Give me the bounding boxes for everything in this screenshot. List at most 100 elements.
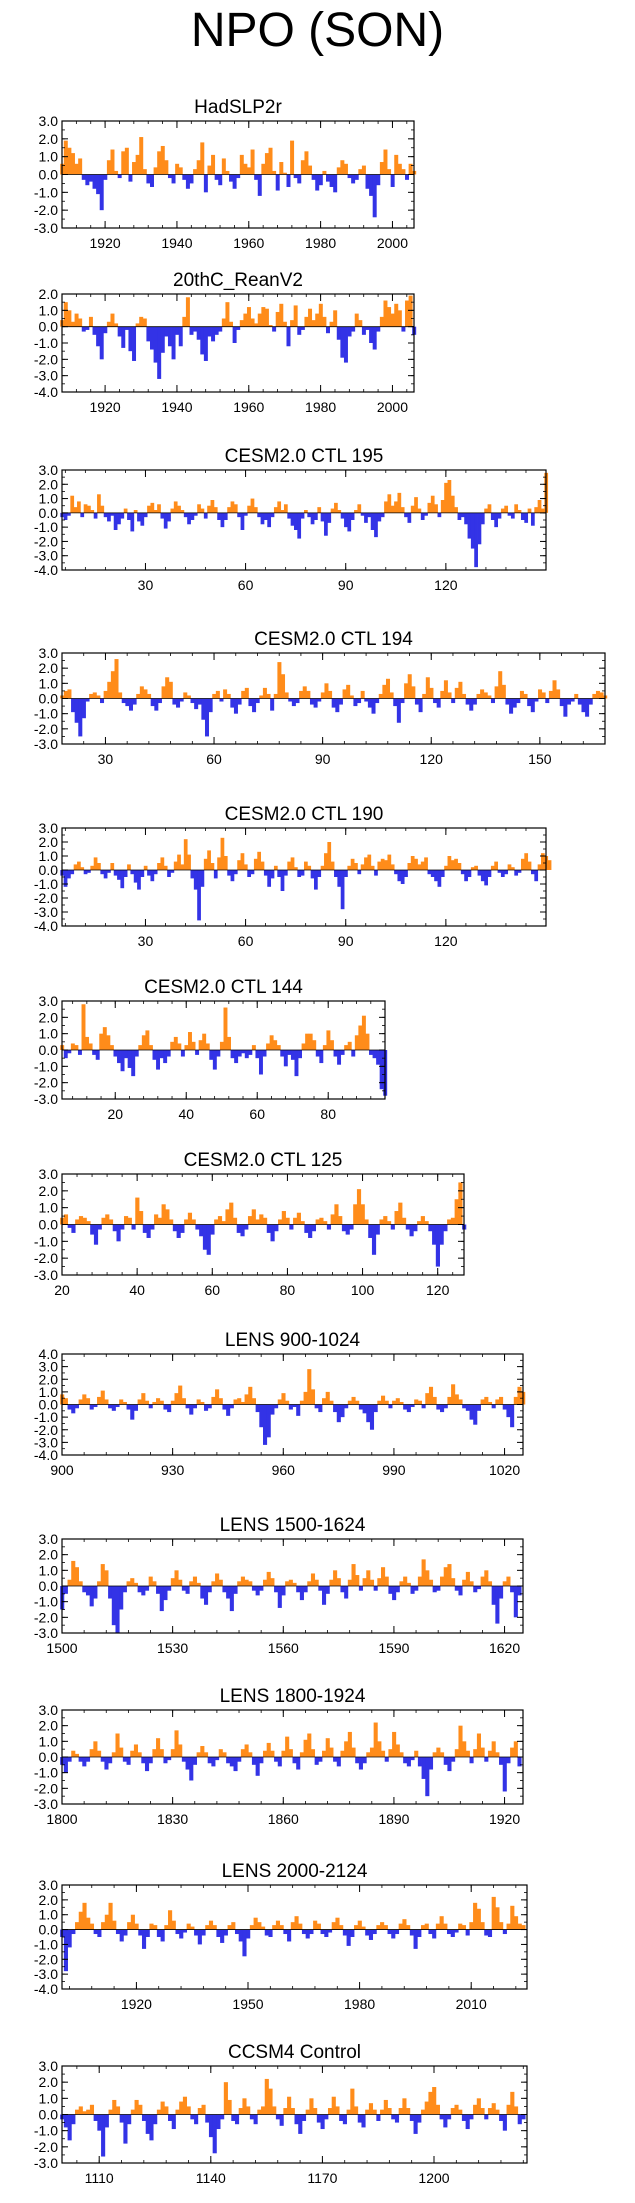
positive-bar: [74, 1045, 79, 1050]
negative-bar: [128, 698, 133, 711]
negative-bar: [262, 1050, 267, 1057]
negative-bar: [125, 698, 130, 707]
negative-bar: [403, 1757, 408, 1764]
y-tick-label: -3.0: [34, 548, 58, 564]
positive-bar: [239, 320, 244, 327]
negative-bar: [334, 870, 338, 877]
negative-bar: [93, 1586, 98, 1599]
negative-bar: [67, 512, 71, 516]
y-tick-label: 0.0: [39, 505, 59, 521]
x-tick-label: 90: [338, 933, 354, 949]
positive-bar: [78, 158, 83, 175]
positive-bar: [67, 310, 72, 327]
negative-bar: [370, 512, 375, 530]
positive-bar: [170, 1400, 175, 1405]
positive-bar: [335, 2106, 340, 2115]
negative-bar: [310, 512, 315, 525]
positive-bar: [279, 1925, 284, 1930]
y-tick-label: 2.0: [39, 131, 59, 147]
negative-bar: [193, 870, 198, 890]
page-title: NPO (SON): [190, 4, 445, 57]
y-tick-label: 0.0: [39, 1397, 59, 1413]
negative-bar: [447, 1929, 452, 1935]
positive-bar: [227, 507, 231, 513]
positive-bar: [78, 1911, 83, 1930]
positive-bar: [347, 1731, 352, 1757]
negative-bar: [296, 1404, 301, 1416]
positive-bar: [340, 160, 345, 175]
positive-bar: [188, 1032, 192, 1050]
positive-bar: [143, 865, 148, 870]
positive-bar: [331, 1922, 336, 1930]
negative-bar: [300, 512, 305, 519]
positive-bar: [476, 693, 481, 699]
negative-bar: [305, 1929, 310, 1939]
plot-frame: [61, 1884, 528, 1990]
negative-bar: [112, 1224, 117, 1232]
positive-bar: [88, 316, 93, 327]
negative-bar: [93, 1404, 98, 1408]
positive-bar: [104, 1570, 109, 1586]
negative-bar: [195, 1224, 200, 1230]
positive-bar: [376, 1925, 381, 1930]
negative-bar: [160, 512, 165, 519]
negative-bar: [63, 2114, 68, 2128]
positive-bar: [269, 1035, 274, 1050]
positive-bar: [428, 2091, 433, 2115]
negative-bar: [116, 1224, 121, 1242]
y-tick-label: 1.0: [39, 1733, 59, 1749]
positive-bar: [381, 1395, 386, 1405]
positive-bar: [435, 2104, 440, 2115]
negative-bar: [247, 870, 251, 877]
negative-bar: [190, 512, 195, 520]
positive-bar: [402, 1217, 407, 1225]
positive-bar: [417, 1400, 422, 1405]
positive-bar: [212, 693, 217, 699]
positive-bar: [67, 1579, 72, 1586]
negative-bar: [433, 698, 438, 704]
negative-bar: [351, 174, 356, 184]
positive-bar: [406, 1582, 411, 1586]
negative-bar: [279, 2114, 284, 2126]
negative-bar: [179, 1929, 184, 1939]
positive-bar: [334, 1204, 339, 1225]
negative-bar: [413, 2114, 418, 2134]
positive-bar: [307, 1733, 312, 1757]
positive-bar: [78, 1399, 83, 1405]
negative-bar: [200, 870, 205, 887]
negative-bar: [193, 512, 198, 516]
negative-bar: [117, 870, 121, 880]
negative-bar: [311, 1224, 316, 1232]
positive-bar: [75, 2109, 80, 2115]
positive-bar: [290, 1922, 295, 1930]
positive-bar: [86, 1221, 91, 1225]
negative-bar: [439, 2114, 444, 2120]
positive-bar: [243, 864, 248, 870]
negative-bar: [89, 1404, 94, 1410]
x-tick-label: 2000: [377, 399, 408, 415]
negative-bar: [357, 2114, 362, 2123]
positive-bar: [223, 689, 228, 699]
negative-bar: [476, 1586, 481, 1590]
positive-bar: [78, 1581, 83, 1586]
negative-bar: [502, 1404, 507, 1410]
positive-bar: [207, 850, 211, 870]
positive-bar: [432, 1396, 437, 1405]
positive-bar: [357, 1920, 362, 1930]
negative-bar: [387, 1929, 392, 1935]
negative-bar: [510, 1404, 515, 1428]
negative-bar: [341, 1224, 347, 1232]
negative-bar: [477, 870, 482, 876]
negative-bar: [288, 1404, 293, 1410]
negative-bar: [465, 1404, 470, 1411]
negative-bar: [393, 698, 398, 707]
positive-bar: [183, 839, 188, 870]
negative-bar: [141, 1929, 147, 1949]
positive-bar: [259, 695, 264, 699]
positive-bar: [231, 1922, 236, 1930]
y-tick-label: -2.0: [34, 533, 58, 549]
negative-bar: [117, 326, 122, 337]
negative-bar: [232, 174, 237, 189]
positive-bar: [223, 2082, 228, 2115]
positive-bar: [255, 1219, 260, 1225]
